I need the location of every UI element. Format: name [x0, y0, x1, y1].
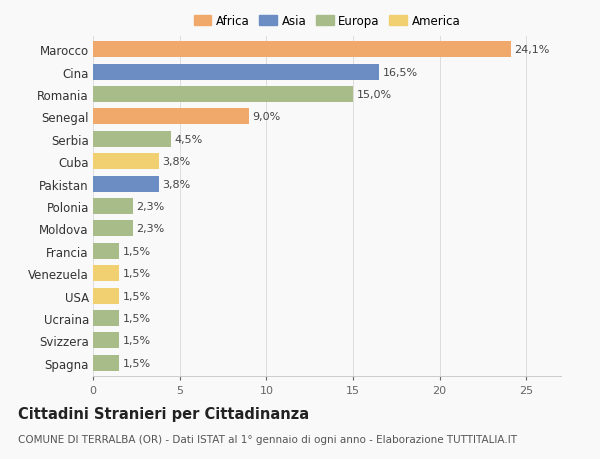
- Bar: [93, 243, 119, 259]
- Text: 1,5%: 1,5%: [122, 313, 151, 323]
- Bar: [93, 64, 379, 80]
- Text: 15,0%: 15,0%: [356, 90, 392, 100]
- Text: 3,8%: 3,8%: [163, 157, 191, 167]
- Legend: Africa, Asia, Europa, America: Africa, Asia, Europa, America: [189, 11, 465, 33]
- Text: 1,5%: 1,5%: [122, 358, 151, 368]
- Text: COMUNE DI TERRALBA (OR) - Dati ISTAT al 1° gennaio di ogni anno - Elaborazione T: COMUNE DI TERRALBA (OR) - Dati ISTAT al …: [18, 434, 517, 444]
- Text: 1,5%: 1,5%: [122, 291, 151, 301]
- Bar: [93, 355, 119, 371]
- Bar: [93, 131, 171, 147]
- Bar: [93, 221, 133, 237]
- Text: 2,3%: 2,3%: [136, 224, 164, 234]
- Text: Cittadini Stranieri per Cittadinanza: Cittadini Stranieri per Cittadinanza: [18, 406, 309, 421]
- Text: 1,5%: 1,5%: [122, 336, 151, 346]
- Bar: [93, 109, 249, 125]
- Bar: [93, 266, 119, 282]
- Text: 16,5%: 16,5%: [382, 67, 418, 78]
- Bar: [93, 198, 133, 215]
- Bar: [93, 310, 119, 326]
- Bar: [93, 288, 119, 304]
- Bar: [93, 333, 119, 349]
- Text: 24,1%: 24,1%: [514, 45, 550, 55]
- Text: 9,0%: 9,0%: [253, 112, 281, 122]
- Text: 1,5%: 1,5%: [122, 269, 151, 279]
- Bar: [93, 87, 353, 103]
- Bar: [93, 42, 511, 58]
- Text: 1,5%: 1,5%: [122, 246, 151, 256]
- Bar: [93, 154, 159, 170]
- Text: 3,8%: 3,8%: [163, 179, 191, 189]
- Text: 2,3%: 2,3%: [136, 202, 164, 212]
- Bar: [93, 176, 159, 192]
- Text: 4,5%: 4,5%: [175, 134, 203, 145]
